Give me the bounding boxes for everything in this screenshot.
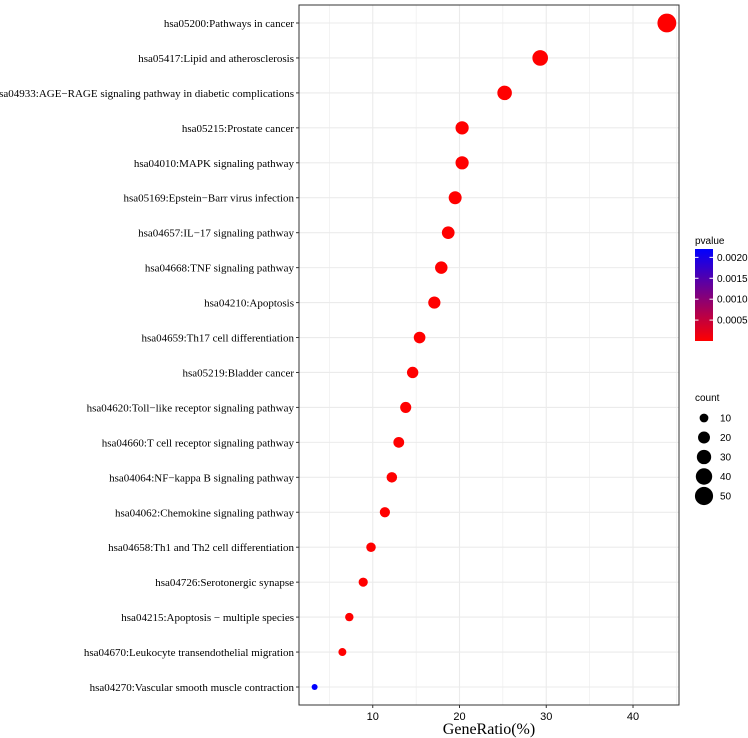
data-point bbox=[455, 121, 469, 135]
y-tick-label: hsa04210:Apoptosis bbox=[204, 298, 294, 310]
pvalue-legend-label: 0.0010 bbox=[717, 295, 748, 306]
x-axis-title: GeneRatio(%) bbox=[443, 721, 535, 738]
plot-panel bbox=[299, 5, 679, 705]
y-tick-label: hsa05200:Pathways in cancer bbox=[164, 18, 294, 30]
data-point bbox=[428, 296, 441, 309]
data-point bbox=[657, 13, 677, 33]
count-legend-title: count bbox=[695, 393, 720, 404]
count-legend-dot bbox=[696, 449, 712, 465]
count-legend-label: 30 bbox=[720, 453, 732, 464]
pvalue-legend-label: 0.0005 bbox=[717, 316, 748, 327]
data-point bbox=[393, 436, 405, 448]
y-tick-label: hsa04062:Chemokine signaling pathway bbox=[115, 507, 295, 519]
y-axis-labels: hsa05200:Pathways in cancer hsa05417:Lipi… bbox=[0, 18, 299, 694]
pvalue-legend: pvalue 0.0005 0.0010 0.0015 0.0020 bbox=[695, 236, 748, 341]
y-tick-label: hsa05219:Bladder cancer bbox=[183, 367, 295, 379]
y-tick-label: hsa04670:Leukocyte transendothelial migr… bbox=[84, 647, 295, 659]
count-legend-label: 50 bbox=[720, 492, 732, 503]
grid-lines bbox=[299, 5, 679, 705]
y-tick-label: hsa04270:Vascular smooth muscle contract… bbox=[90, 682, 295, 694]
data-points bbox=[311, 13, 677, 690]
pvalue-legend-label: 0.0020 bbox=[717, 253, 748, 264]
count-legend-label: 10 bbox=[720, 414, 732, 425]
data-point bbox=[497, 85, 512, 101]
count-legend-dot bbox=[694, 486, 714, 506]
data-point bbox=[441, 226, 455, 240]
y-tick-label: hsa04658:Th1 and Th2 cell differentiatio… bbox=[108, 542, 294, 554]
data-point bbox=[455, 156, 469, 170]
x-tick-label: 30 bbox=[540, 711, 552, 723]
data-point bbox=[386, 472, 398, 483]
data-point bbox=[379, 507, 390, 518]
y-tick-label: hsa04668:TNF signaling pathway bbox=[145, 263, 295, 275]
y-tick-label: hsa04660:T cell receptor signaling pathw… bbox=[102, 437, 295, 449]
data-point bbox=[366, 542, 376, 552]
data-point bbox=[358, 577, 368, 587]
y-tick-label: hsa05417:Lipid and atherosclerosis bbox=[138, 53, 294, 65]
y-tick-label: hsa04620:Toll−like receptor signaling pa… bbox=[87, 402, 295, 414]
data-point bbox=[311, 684, 318, 690]
data-point bbox=[413, 331, 426, 344]
data-point bbox=[338, 648, 347, 657]
y-tick-label: hsa04657:IL−17 signaling pathway bbox=[138, 228, 294, 240]
data-point bbox=[345, 612, 354, 622]
y-tick-label: hsa04215:Apoptosis − multiple species bbox=[121, 612, 294, 624]
data-point bbox=[435, 261, 448, 274]
data-point bbox=[406, 366, 419, 379]
count-legend-dot bbox=[698, 431, 710, 444]
count-legend-label: 20 bbox=[720, 433, 732, 444]
y-tick-label: hsa04010:MAPK signaling pathway bbox=[134, 158, 295, 170]
data-point bbox=[532, 50, 548, 66]
pvalue-colorbar bbox=[695, 249, 713, 341]
y-tick-label: hsa04064:NF−kappa B signaling pathway bbox=[109, 472, 294, 484]
y-tick-label: hsa04659:Th17 cell differentiation bbox=[141, 333, 294, 345]
y-tick-label: hsa04726:Serotonergic synapse bbox=[155, 577, 294, 589]
x-tick-label: 10 bbox=[367, 711, 379, 723]
data-point bbox=[448, 191, 462, 205]
pvalue-legend-label: 0.0015 bbox=[717, 274, 748, 285]
y-tick-label: hsa05215:Prostate cancer bbox=[182, 123, 294, 135]
x-axis-ticks: 10 20 30 40 bbox=[367, 705, 639, 723]
count-legend-label: 40 bbox=[720, 472, 732, 483]
count-legend-dot bbox=[699, 413, 709, 423]
count-legend-dot bbox=[695, 468, 713, 485]
x-tick-label: 40 bbox=[627, 711, 639, 723]
pvalue-legend-title: pvalue bbox=[695, 236, 725, 247]
y-tick-label: hsa04933:AGE−RAGE signaling pathway in d… bbox=[0, 88, 294, 100]
count-legend: count 10 20 30 40 50 bbox=[694, 393, 732, 506]
x-tick-label: 20 bbox=[453, 711, 465, 723]
y-tick-label: hsa05169:Epstein−Barr virus infection bbox=[123, 193, 294, 205]
data-point bbox=[400, 401, 412, 413]
plot-panel-border bbox=[298, 4, 680, 706]
